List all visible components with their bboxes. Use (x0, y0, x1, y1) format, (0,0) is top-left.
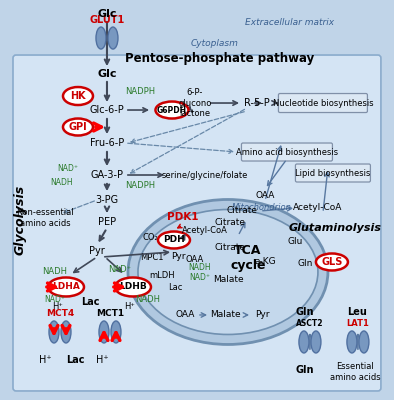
Ellipse shape (158, 232, 190, 248)
Text: Pyr: Pyr (255, 310, 269, 320)
Text: Glc-6-P: Glc-6-P (89, 105, 125, 115)
Ellipse shape (96, 27, 106, 49)
Ellipse shape (311, 331, 321, 353)
Text: LDHA: LDHA (52, 282, 80, 292)
Text: 6-P-
glucono
lactone: 6-P- glucono lactone (178, 88, 212, 118)
Text: TCA
cycle: TCA cycle (230, 244, 266, 272)
Text: LAT1: LAT1 (346, 320, 369, 328)
Ellipse shape (156, 102, 188, 118)
Text: serine/glycine/folate: serine/glycine/folate (162, 170, 248, 180)
Text: Lac: Lac (66, 355, 84, 365)
Ellipse shape (111, 321, 121, 343)
Ellipse shape (61, 321, 71, 343)
Text: NAD⁺: NAD⁺ (190, 274, 210, 282)
Text: mLDH: mLDH (149, 272, 175, 280)
Ellipse shape (316, 254, 348, 270)
Text: ASCT2: ASCT2 (296, 320, 324, 328)
Text: OAA: OAA (175, 310, 195, 320)
Text: NADPH: NADPH (125, 86, 155, 96)
Text: OAA: OAA (186, 256, 204, 264)
Text: GLUT1: GLUT1 (89, 15, 125, 25)
Text: Gln: Gln (297, 260, 312, 268)
Text: Citrate: Citrate (227, 206, 257, 216)
Text: Pyr: Pyr (171, 252, 185, 262)
Ellipse shape (138, 210, 318, 334)
Text: Pyr: Pyr (89, 246, 105, 256)
Text: Malate: Malate (213, 276, 243, 284)
Text: MCT1: MCT1 (96, 310, 124, 318)
Text: R-5-P: R-5-P (244, 98, 270, 108)
Text: NAD⁺: NAD⁺ (58, 164, 78, 172)
Text: 3-PG: 3-PG (95, 195, 119, 205)
Ellipse shape (115, 278, 151, 296)
Text: Glc: Glc (97, 9, 117, 19)
Text: Amino acid biosynthesis: Amino acid biosynthesis (236, 148, 338, 156)
Text: PDK1: PDK1 (167, 212, 199, 222)
Text: Acetyl-CoA: Acetyl-CoA (293, 204, 343, 212)
Text: NADH: NADH (43, 268, 67, 276)
Text: Glu: Glu (287, 238, 303, 246)
Text: Nucleotide biosynthesis: Nucleotide biosynthesis (273, 98, 373, 108)
FancyBboxPatch shape (296, 164, 370, 182)
Ellipse shape (108, 27, 118, 49)
Text: GPI: GPI (69, 122, 87, 132)
Text: PEP: PEP (98, 217, 116, 227)
Text: Glc: Glc (97, 69, 117, 79)
Text: CO₂: CO₂ (142, 234, 158, 242)
Text: Glutaminolysis: Glutaminolysis (288, 223, 381, 233)
Text: NAD⁺: NAD⁺ (108, 266, 132, 274)
Text: H⁺: H⁺ (125, 302, 136, 312)
Text: GA-3-P: GA-3-P (91, 170, 123, 180)
Ellipse shape (63, 87, 93, 105)
Text: Essential
amino acids: Essential amino acids (330, 362, 380, 382)
Text: NADH: NADH (189, 264, 211, 272)
Ellipse shape (128, 200, 328, 344)
Text: NADPH: NADPH (125, 180, 155, 190)
Text: Lac: Lac (81, 297, 99, 307)
Text: H⁺: H⁺ (52, 302, 63, 312)
Text: HK: HK (70, 91, 86, 101)
Ellipse shape (48, 278, 84, 296)
Text: H⁺: H⁺ (96, 355, 108, 365)
Text: NADH: NADH (136, 296, 160, 304)
Text: Gln: Gln (296, 307, 314, 317)
Text: Acetyl-CoA: Acetyl-CoA (182, 226, 228, 236)
Text: Fru-6-P: Fru-6-P (90, 138, 124, 148)
Ellipse shape (49, 321, 59, 343)
Text: OAA: OAA (255, 190, 275, 200)
Text: Malate: Malate (210, 310, 240, 320)
Text: Leu: Leu (347, 307, 367, 317)
Text: G6PDH: G6PDH (157, 106, 187, 114)
Text: LDHB: LDHB (119, 282, 147, 292)
Text: PDH: PDH (163, 236, 185, 244)
FancyBboxPatch shape (13, 55, 381, 391)
Ellipse shape (299, 331, 309, 353)
Ellipse shape (359, 331, 369, 353)
Ellipse shape (63, 118, 93, 136)
Text: Non-essential
amino acids: Non-essential amino acids (16, 208, 74, 228)
Text: Lac: Lac (168, 284, 182, 292)
Text: MPC1: MPC1 (140, 254, 164, 262)
Text: Mitochondrion: Mitochondrion (232, 204, 292, 212)
Text: GLS: GLS (321, 257, 343, 267)
FancyBboxPatch shape (242, 143, 333, 161)
Text: Glycolysis: Glycolysis (13, 185, 26, 255)
Text: NADH: NADH (51, 178, 73, 186)
Text: NAD⁺: NAD⁺ (45, 296, 65, 304)
Text: Lipid biosynthesis: Lipid biosynthesis (295, 168, 371, 178)
Ellipse shape (99, 321, 109, 343)
Ellipse shape (347, 331, 357, 353)
Text: Gln: Gln (296, 365, 314, 375)
Text: MCT4: MCT4 (46, 310, 74, 318)
Text: Citrate: Citrate (214, 244, 245, 252)
Text: Citrate: Citrate (214, 218, 245, 228)
Text: H⁺: H⁺ (39, 355, 51, 365)
Text: Extracellular matrix: Extracellular matrix (245, 18, 335, 26)
Text: a-KG: a-KG (254, 258, 276, 266)
Text: Pentose-phosphate pathway: Pentose-phosphate pathway (125, 52, 314, 64)
Text: Cytoplasm: Cytoplasm (191, 38, 239, 48)
FancyBboxPatch shape (279, 94, 368, 112)
